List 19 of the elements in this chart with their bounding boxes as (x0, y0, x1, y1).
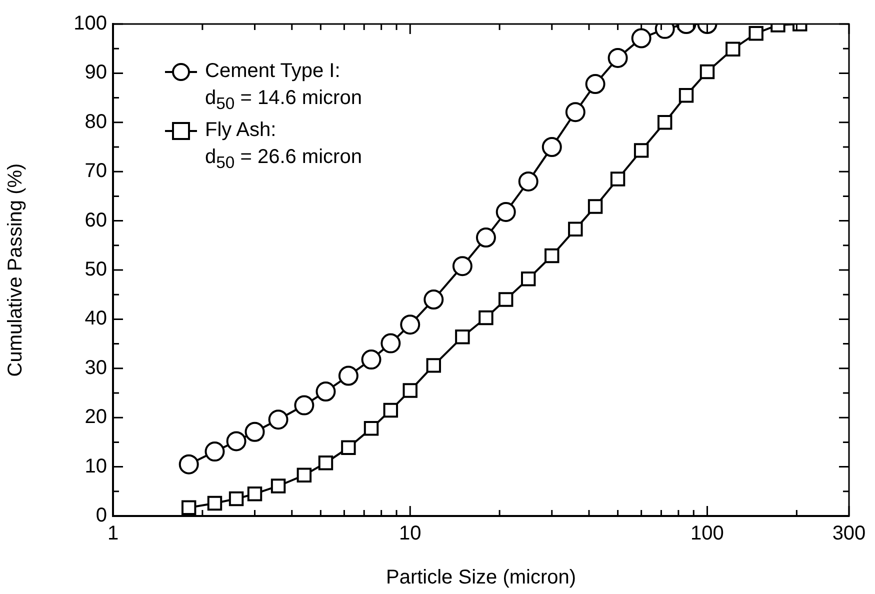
x-tick-label: 10 (398, 522, 422, 545)
y-tick-label: 50 (84, 258, 107, 281)
x-axis-title: Particle Size (micron) (386, 566, 576, 589)
y-tick-label: 30 (84, 356, 107, 379)
y-tick-label: 20 (84, 406, 107, 428)
y-tick-label: 100 (74, 12, 107, 35)
y-tick-label: 10 (84, 455, 107, 478)
x-tick-label: 100 (690, 522, 724, 545)
y-axis-title: Cumulative Passing (%) (4, 163, 27, 377)
legend-label: Cement Type I: d$_{50}$ = 14.6 micron (205, 59, 362, 115)
x-tick-label: 300 (832, 522, 866, 545)
x-tick-label: 1 (107, 522, 119, 545)
y-tick-label: 80 (84, 110, 107, 133)
y-tick-label: 70 (84, 160, 107, 182)
y-tick-label: 60 (84, 209, 107, 232)
legend-label: Fly Ash: d$_{50}$ = 26.6 micron (205, 118, 362, 174)
y-tick-label: 0 (96, 504, 107, 527)
y-tick-label: 90 (84, 62, 107, 84)
y-tick-label: 40 (84, 308, 107, 330)
